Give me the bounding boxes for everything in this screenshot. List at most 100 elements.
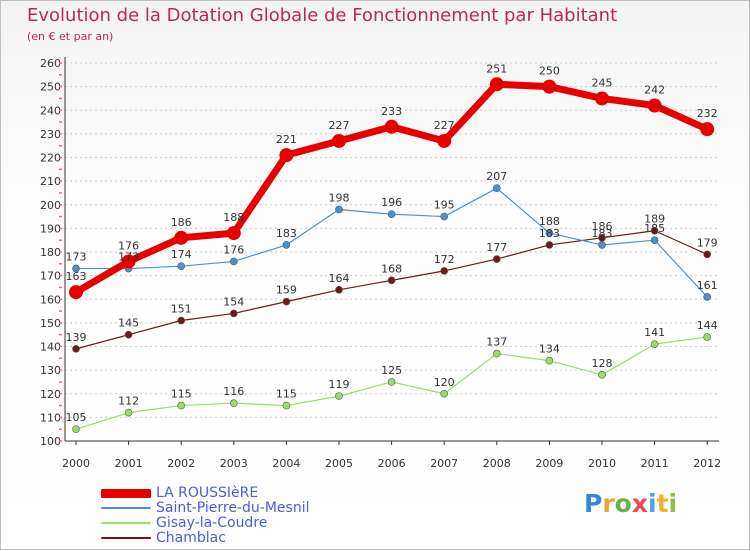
data-label: 183 bbox=[592, 227, 613, 240]
data-label: 198 bbox=[329, 191, 350, 204]
data-point bbox=[124, 408, 133, 417]
data-label: 186 bbox=[171, 216, 192, 229]
data-label: 188 bbox=[539, 215, 560, 228]
data-label: 173 bbox=[118, 251, 139, 264]
legend: LA ROUSSIèRE Saint-Pierre-du-Mesnil Gisa… bbox=[101, 486, 361, 546]
data-label: 112 bbox=[118, 395, 139, 408]
data-label: 195 bbox=[434, 199, 455, 212]
legend-swatch bbox=[101, 488, 151, 498]
data-point bbox=[230, 399, 238, 408]
proxiti-logo: Proxiti bbox=[584, 489, 678, 518]
x-tick-label: 2006 bbox=[378, 457, 406, 470]
data-label: 137 bbox=[486, 336, 507, 349]
data-label: 188 bbox=[223, 211, 244, 224]
y-tick-label: 170 bbox=[40, 270, 61, 283]
x-tick-label: 2001 bbox=[115, 457, 143, 470]
data-point bbox=[226, 226, 241, 241]
data-point bbox=[72, 425, 80, 433]
x-tick-label: 2004 bbox=[272, 457, 300, 470]
data-label: 186 bbox=[592, 220, 613, 233]
y-tick-label: 160 bbox=[40, 293, 61, 306]
data-label: 145 bbox=[118, 317, 139, 330]
x-tick-label: 2000 bbox=[62, 457, 90, 470]
data-point bbox=[489, 77, 504, 92]
data-point bbox=[650, 226, 659, 235]
legend-label: Chamblac bbox=[156, 530, 226, 546]
data-label: 245 bbox=[592, 76, 613, 89]
data-point bbox=[282, 297, 291, 306]
data-label: 139 bbox=[66, 331, 87, 344]
y-tick-label: 200 bbox=[40, 199, 61, 212]
data-label: 173 bbox=[66, 251, 87, 264]
legend-label: Gisay-la-Coudre bbox=[156, 515, 268, 531]
data-point bbox=[332, 133, 346, 148]
data-point bbox=[387, 210, 396, 218]
y-tick-label: 260 bbox=[40, 57, 61, 70]
y-tick-label: 180 bbox=[40, 246, 61, 259]
legend-label: Saint-Pierre-du-Mesnil bbox=[156, 500, 310, 516]
data-label: 144 bbox=[697, 319, 718, 332]
data-point bbox=[545, 241, 554, 249]
legend-item: Chamblac bbox=[101, 531, 361, 546]
data-label: 174 bbox=[171, 248, 192, 261]
x-tick-label: 2009 bbox=[535, 457, 563, 470]
x-tick-label: 2008 bbox=[483, 457, 511, 470]
data-point bbox=[69, 285, 83, 300]
data-point bbox=[492, 349, 501, 358]
legend-swatch bbox=[101, 507, 151, 509]
data-point bbox=[647, 98, 662, 113]
data-point bbox=[703, 293, 712, 301]
y-tick-label: 230 bbox=[40, 128, 61, 141]
data-label: 172 bbox=[434, 253, 455, 266]
chart-title: Evolution de la Dotation Globale de Fonc… bbox=[27, 5, 618, 26]
legend-item: LA ROUSSIèRE bbox=[101, 486, 361, 501]
data-point bbox=[598, 371, 606, 379]
data-point bbox=[230, 257, 238, 266]
data-label: 242 bbox=[644, 84, 665, 97]
data-label: 161 bbox=[697, 279, 718, 292]
x-tick-label: 2011 bbox=[641, 457, 669, 470]
x-tick-label: 2005 bbox=[325, 457, 353, 470]
data-label: 125 bbox=[381, 364, 402, 377]
y-tick-label: 130 bbox=[40, 364, 61, 377]
y-tick-label: 220 bbox=[40, 152, 61, 165]
y-tick-label: 100 bbox=[40, 435, 61, 448]
legend-item: Gisay-la-Coudre bbox=[101, 516, 361, 531]
data-point bbox=[598, 241, 606, 249]
data-label: 119 bbox=[329, 378, 350, 391]
data-point bbox=[124, 330, 133, 339]
data-label: 176 bbox=[118, 239, 139, 252]
data-label: 163 bbox=[66, 270, 87, 283]
data-label: 154 bbox=[223, 295, 244, 308]
data-label: 168 bbox=[381, 262, 402, 275]
data-label: 116 bbox=[223, 385, 244, 398]
data-point bbox=[335, 205, 343, 214]
chart-subtitle: (en € et par an) bbox=[27, 30, 114, 43]
x-tick-label: 2003 bbox=[220, 457, 248, 470]
data-label: 120 bbox=[434, 376, 455, 389]
legend-label: LA ROUSSIèRE bbox=[156, 485, 259, 501]
data-point bbox=[545, 229, 554, 237]
data-point bbox=[700, 122, 715, 137]
data-point bbox=[595, 91, 609, 106]
data-label: 115 bbox=[171, 388, 192, 401]
data-point bbox=[542, 79, 557, 94]
data-point bbox=[545, 356, 554, 365]
data-point bbox=[230, 309, 238, 318]
data-point bbox=[437, 133, 452, 148]
y-tick-label: 140 bbox=[40, 341, 61, 354]
data-label: 251 bbox=[486, 62, 507, 75]
data-point bbox=[177, 262, 185, 270]
data-point bbox=[384, 119, 399, 134]
data-point bbox=[440, 212, 449, 221]
data-label: 185 bbox=[644, 222, 665, 235]
y-tick-label: 120 bbox=[40, 388, 61, 401]
y-tick-label: 190 bbox=[40, 222, 61, 235]
y-tick-label: 250 bbox=[40, 81, 61, 94]
y-tick-label: 240 bbox=[40, 104, 61, 117]
data-label: 227 bbox=[329, 119, 350, 132]
data-label: 176 bbox=[223, 243, 244, 256]
y-tick-label: 110 bbox=[40, 411, 61, 424]
data-point bbox=[387, 378, 396, 386]
